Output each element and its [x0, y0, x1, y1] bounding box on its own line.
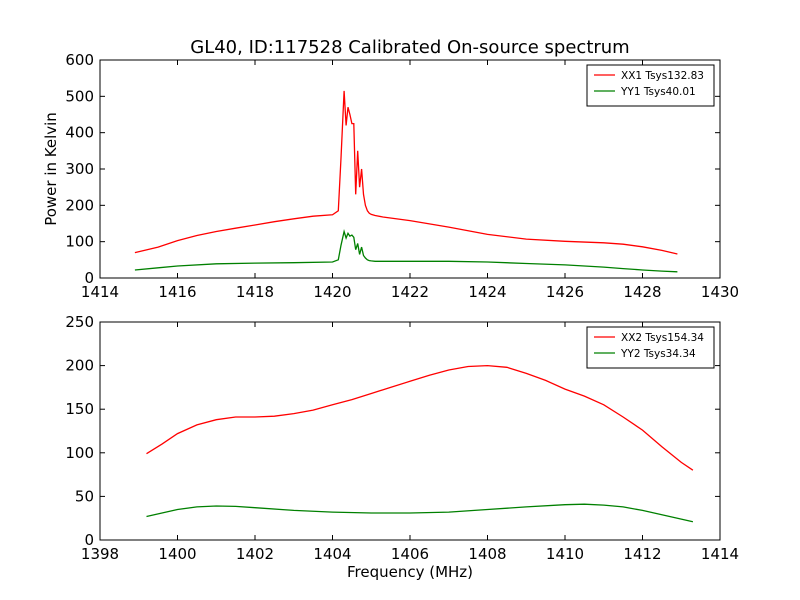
bottom-series-line-1: [146, 503, 694, 523]
bottom-y-tick-label: 0: [84, 531, 94, 549]
top-y-tick-label: 500: [65, 87, 94, 105]
top-legend-label-1: YY1 Tsys40.01: [620, 86, 696, 98]
top-x-tick-label: 1426: [546, 283, 584, 301]
bottom-x-tick-label: 1398: [81, 545, 119, 563]
bottom-x-tick-label: 1406: [391, 545, 429, 563]
bottom-x-tick-label: 1402: [236, 545, 274, 563]
top-y-tick-label: 200: [65, 196, 94, 214]
bottom-x-tick-label: 1404: [313, 545, 351, 563]
bottom-legend-label-1: YY2 Tsys34.34: [620, 348, 696, 360]
bottom-xlabel: Frequency (MHz): [347, 563, 473, 581]
top-x-tick-label: 1422: [391, 283, 429, 301]
top-x-tick-label: 1418: [236, 283, 274, 301]
bottom-x-tick-label: 1412: [623, 545, 661, 563]
top-x-tick-label: 1414: [81, 283, 119, 301]
top-y-tick-label: 400: [65, 124, 94, 142]
bottom-y-tick-label: 250: [65, 313, 94, 331]
top-x-tick-label: 1420: [313, 283, 351, 301]
top-y-tick-label: 0: [84, 269, 94, 287]
bottom-y-tick-label: 50: [75, 487, 94, 505]
top-x-tick-label: 1416: [158, 283, 196, 301]
bottom-plot: 1398 1400 1402 1404 1406 1408 1410 1412 1414 0 50 1…: [65, 313, 739, 581]
bottom-x-tick-label: 1408: [468, 545, 506, 563]
top-legend-label-0: XX1 Tsys132.83: [621, 70, 704, 82]
top-x-tick-label: 1424: [468, 283, 506, 301]
top-legend-box: [586, 64, 715, 107]
bottom-y-tick-label: 200: [65, 357, 94, 375]
bottom-series-line-0: [146, 364, 694, 471]
top-y-tick-label: 300: [65, 160, 94, 178]
bottom-x-tick-label: 1414: [701, 545, 739, 563]
top-plot: 1414 1416 1418 1420 1422 1424 1426 1428 1430 0 100…: [42, 51, 739, 301]
top-ylabel: Power in Kelvin: [42, 112, 60, 226]
bottom-y-tick-label: 150: [65, 400, 94, 418]
bottom-legend-box: [586, 326, 715, 369]
bottom-legend-label-0: XX2 Tsys154.34: [621, 332, 704, 344]
bottom-x-tick-label: 1400: [158, 545, 196, 563]
top-legend: XX1 Tsys132.83 YY1 Tsys40.01: [586, 64, 715, 107]
top-y-tick-label: 100: [65, 233, 94, 251]
chart-title: GL40, ID:117528 Calibrated On-source spe…: [190, 37, 629, 58]
top-series-line-1: [134, 228, 678, 273]
top-x-tick-label: 1430: [701, 283, 739, 301]
bottom-legend: XX2 Tsys154.34 YY2 Tsys34.34: [586, 326, 715, 369]
bottom-y-tick-label: 100: [65, 444, 94, 462]
top-series-line-0: [134, 90, 678, 255]
bottom-x-tick-label: 1410: [546, 545, 584, 563]
top-y-tick-label: 600: [65, 51, 94, 69]
top-x-tick-label: 1428: [623, 283, 661, 301]
